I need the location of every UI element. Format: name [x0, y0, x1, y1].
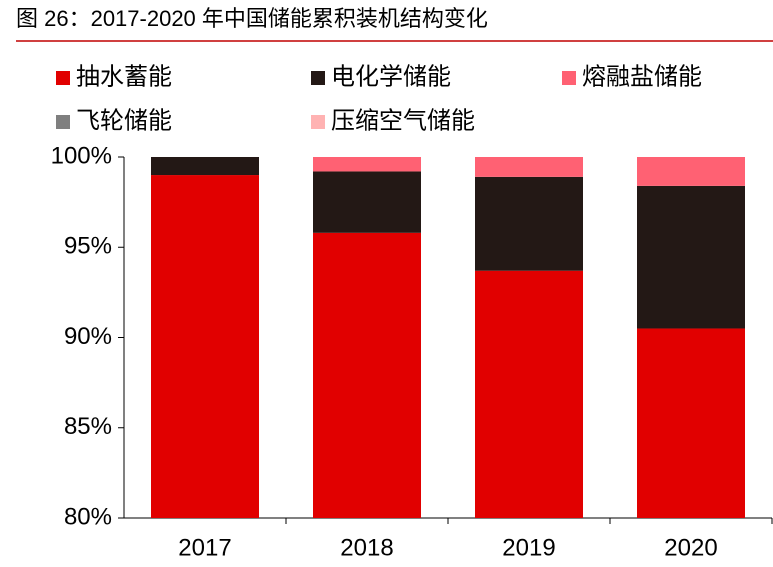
- x-tick-label: 2019: [502, 534, 555, 561]
- x-tick-label: 2020: [664, 534, 717, 561]
- legend-label: 压缩空气储能: [331, 107, 475, 134]
- y-tick-label: 80%: [64, 503, 112, 530]
- legend-swatch: [562, 71, 576, 85]
- bar-segment: [151, 157, 259, 176]
- x-tick-label: 2018: [340, 534, 393, 561]
- legend-label: 电化学储能: [331, 63, 451, 90]
- legend-swatch: [56, 115, 70, 129]
- legend-label: 抽水蓄能: [76, 63, 172, 90]
- legend-label: 熔融盐储能: [582, 63, 702, 90]
- chart-title: 图 26：2017-2020 年中国储能累积装机结构变化: [16, 6, 488, 31]
- x-tick-label: 2017: [178, 534, 231, 561]
- legend-swatch: [311, 115, 325, 129]
- legend-swatch: [56, 71, 70, 85]
- y-tick-label: 100%: [51, 142, 112, 169]
- bar-segment: [475, 157, 583, 177]
- bar-segment: [313, 171, 421, 233]
- bar-segment: [313, 232, 421, 518]
- bar-segment: [475, 270, 583, 518]
- bar-segment: [151, 175, 259, 519]
- y-tick-label: 90%: [64, 323, 112, 350]
- y-tick-label: 85%: [64, 413, 112, 440]
- bar-segment: [313, 157, 421, 172]
- bar-segment: [637, 157, 745, 186]
- y-tick-label: 95%: [64, 233, 112, 260]
- bar-segment: [475, 176, 583, 271]
- legend-label: 飞轮储能: [76, 107, 172, 134]
- bar-segment: [637, 185, 745, 329]
- legend-swatch: [311, 71, 325, 85]
- bar-segment: [637, 328, 745, 518]
